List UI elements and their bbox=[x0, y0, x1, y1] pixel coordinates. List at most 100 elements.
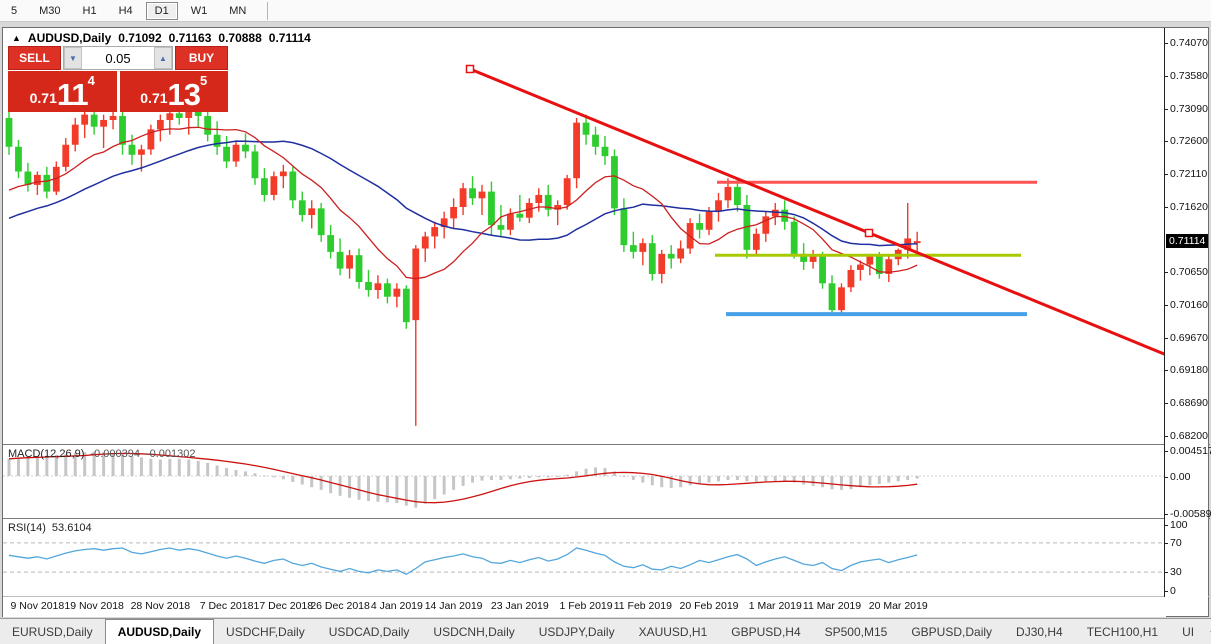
chart-tab-sp500[interactable]: SP500,M15 bbox=[824, 624, 888, 639]
sell-price-pip: 4 bbox=[87, 73, 95, 88]
candle-body bbox=[724, 186, 732, 201]
macd-histogram-bar bbox=[357, 476, 361, 500]
macd-histogram-bar bbox=[196, 460, 200, 476]
macd-histogram-bar bbox=[395, 476, 399, 504]
volume-increase-icon[interactable]: ▲ bbox=[154, 47, 172, 69]
candle-body bbox=[33, 174, 41, 185]
candle-body bbox=[478, 191, 486, 199]
candle-body bbox=[223, 146, 230, 162]
panel-separator[interactable] bbox=[3, 518, 1210, 519]
trendline-object[interactable] bbox=[469, 67, 1166, 357]
candle-body bbox=[232, 144, 240, 162]
rsi-tick-label: 0 bbox=[1170, 585, 1176, 597]
rsi-value: 53.6104 bbox=[51, 522, 92, 534]
chart-tab-usdchf[interactable]: USDCHF,Daily bbox=[226, 624, 305, 639]
chart-tab-usdcad[interactable]: USDCAD,Daily bbox=[328, 624, 410, 639]
candle-body bbox=[90, 114, 98, 127]
macd-histogram-bar bbox=[404, 476, 408, 506]
chart-tab-audusd[interactable]: AUDUSD,Daily bbox=[104, 619, 215, 644]
tab-scroll-arrows: ◂▸ bbox=[1206, 619, 1211, 644]
macd-histogram-bar bbox=[130, 456, 134, 476]
candle-body bbox=[516, 213, 524, 218]
axis-tick bbox=[1164, 304, 1168, 306]
macd-histogram-bar bbox=[802, 476, 806, 485]
sell-price-main: 11 bbox=[56, 77, 89, 113]
chart-tab-eurusd[interactable]: EURUSD,Daily bbox=[12, 624, 93, 639]
volume-decrease-icon[interactable]: ▼ bbox=[64, 47, 82, 69]
sell-button[interactable]: SELL bbox=[8, 46, 61, 70]
price-axis: 0.74070 0.73580 0.73090 0.72600 0.72110 0.716… bbox=[1164, 28, 1211, 616]
timeframe-button-mn[interactable]: MN bbox=[229, 4, 247, 17]
macd-histogram-bar bbox=[546, 476, 550, 478]
volume-input[interactable]: 0.05 bbox=[105, 50, 131, 66]
buy-button[interactable]: BUY bbox=[175, 46, 228, 70]
axis-tick bbox=[1164, 435, 1168, 437]
buy-price-button[interactable]: 0.71 13 5 bbox=[119, 71, 228, 112]
candle-body bbox=[819, 256, 826, 284]
macd-histogram-bar bbox=[433, 476, 437, 500]
candle-body bbox=[573, 122, 580, 179]
chart-tab-gbpusd[interactable]: GBPUSD,H4 bbox=[731, 624, 801, 639]
candle-body bbox=[620, 208, 628, 246]
axis-tick bbox=[1164, 174, 1168, 176]
macd-histogram-bar bbox=[726, 476, 730, 480]
chart-tab-xauusd[interactable]: XAUUSD,H1 bbox=[638, 624, 708, 639]
panel-separator bbox=[3, 596, 1210, 597]
axis-tick bbox=[1164, 108, 1168, 110]
candle-body bbox=[658, 253, 666, 274]
candle-body bbox=[384, 283, 391, 297]
axis-tick bbox=[1164, 75, 1168, 77]
chart-tab-dj30[interactable]: DJ30,H4 bbox=[1016, 624, 1063, 639]
candle-body bbox=[488, 191, 495, 226]
panel-separator[interactable] bbox=[3, 444, 1210, 445]
candle-body bbox=[119, 115, 126, 145]
rsi-line bbox=[8, 547, 918, 576]
chart-tab-usdcnh[interactable]: USDCNH,Daily bbox=[433, 624, 515, 639]
chart-tab-usdjpy[interactable]: USDJPY,Daily bbox=[538, 624, 615, 639]
candle-body bbox=[24, 171, 32, 185]
sell-price-button[interactable]: 0.71 11 4 bbox=[8, 71, 117, 112]
date-tick-label: 17 Dec 2018 bbox=[253, 600, 314, 612]
candle-body bbox=[279, 171, 287, 177]
candle-body bbox=[734, 186, 741, 205]
candle-body bbox=[81, 114, 89, 125]
timeframe-button-h1[interactable]: H1 bbox=[82, 4, 97, 17]
candle-body bbox=[648, 243, 656, 274]
timeframe-button-w1[interactable]: W1 bbox=[190, 4, 208, 17]
macd-histogram-bar bbox=[773, 476, 777, 482]
chart-tab-tech100[interactable]: TECH100,H1 bbox=[1086, 624, 1159, 639]
trendline-anchor[interactable] bbox=[864, 228, 874, 238]
rsi-name: RSI(14) bbox=[8, 522, 46, 534]
candle-body bbox=[790, 221, 798, 254]
timeframe-button-h4[interactable]: H4 bbox=[118, 4, 133, 17]
ohlc-close: 0.71114 bbox=[268, 31, 311, 45]
chart-tab-gbpusd[interactable]: GBPUSD,Daily bbox=[911, 624, 993, 639]
candle-body bbox=[365, 281, 372, 291]
price-tick-label: 0.72600 bbox=[1170, 135, 1208, 148]
macd-panel[interactable] bbox=[3, 446, 1166, 517]
macd-indicator-label: MACD(12,26,9) -0.000394 -0.001302 bbox=[8, 448, 196, 460]
macd-histogram-bar bbox=[764, 476, 768, 482]
chart-tab-ui[interactable]: UI bbox=[1182, 624, 1195, 639]
candle-body bbox=[261, 178, 268, 195]
candle-body bbox=[525, 202, 533, 218]
timeframe-button-m30[interactable]: M30 bbox=[39, 4, 61, 17]
rsi-panel[interactable] bbox=[3, 520, 1166, 596]
macd-histogram-bar bbox=[168, 458, 172, 476]
candle-body bbox=[289, 171, 297, 201]
candle-body bbox=[857, 264, 864, 270]
axis-tick bbox=[1164, 43, 1168, 44]
candle-body bbox=[128, 144, 136, 155]
tab-scroll-left-icon[interactable]: ◂ bbox=[1206, 624, 1211, 639]
timeframe-button-d1[interactable]: D1 bbox=[145, 1, 178, 20]
axis-tick bbox=[1164, 591, 1168, 592]
trendline-anchor[interactable] bbox=[465, 64, 475, 74]
price-tick-label: 0.72110 bbox=[1170, 168, 1208, 181]
macd-histogram-bar bbox=[783, 476, 787, 482]
macd-histogram-bar bbox=[7, 458, 11, 476]
candle-body bbox=[469, 188, 476, 199]
timeframe-button-5[interactable]: 5 bbox=[11, 4, 18, 17]
price-tick-label: 0.73090 bbox=[1170, 102, 1208, 115]
date-tick-label: 4 Jan 2019 bbox=[370, 600, 423, 612]
time-axis: 9 Nov 2018 19 Nov 2018 28 Nov 2018 7 Dec 20… bbox=[3, 597, 1166, 617]
